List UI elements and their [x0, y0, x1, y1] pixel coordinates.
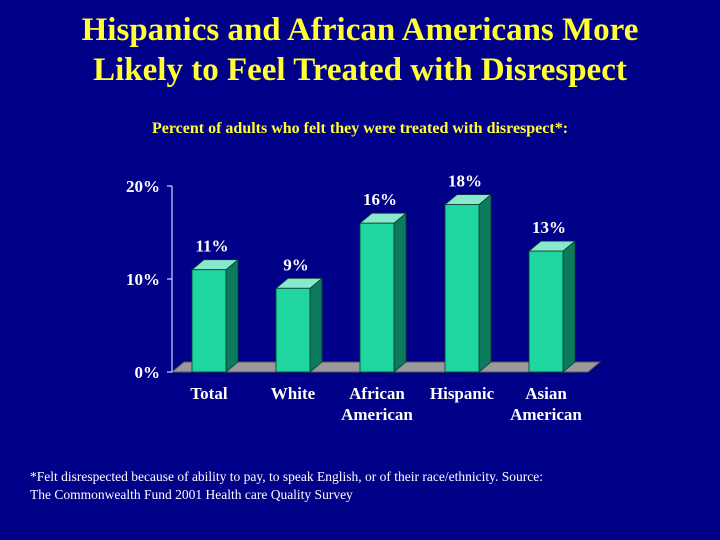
bar	[528, 250, 564, 373]
bar	[444, 204, 480, 373]
bar-side	[309, 277, 323, 373]
bar-side	[478, 193, 492, 373]
bar-side	[393, 212, 407, 373]
x-tick-label: Asian	[525, 384, 567, 403]
bar-side	[225, 258, 239, 373]
chart-title: Hispanics and African Americans More Lik…	[0, 10, 720, 90]
bar	[359, 222, 395, 373]
x-tick-label: White	[271, 384, 316, 403]
footnote-line-2: The Commonwealth Fund 2001 Health care Q…	[30, 487, 353, 502]
footnote: *Felt disrespected because of ability to…	[30, 468, 700, 504]
title-line-2: Likely to Feel Treated with Disrespect	[93, 52, 627, 88]
y-tick-label: 20%	[126, 177, 160, 196]
y-tick-label: 0%	[135, 363, 161, 382]
y-tick-label: 10%	[126, 270, 160, 289]
footnote-line-1: *Felt disrespected because of ability to…	[30, 469, 543, 484]
bar-value-label: 18%	[448, 172, 482, 191]
bar-value-label: 11%	[195, 237, 228, 256]
bar-value-label: 13%	[532, 218, 566, 237]
x-tick-label: American	[510, 405, 582, 424]
bar	[191, 269, 227, 373]
x-tick-label: Total	[190, 384, 227, 403]
x-tick-label: Hispanic	[430, 384, 495, 403]
title-line-1: Hispanics and African Americans More	[81, 12, 639, 48]
bar-side	[562, 240, 576, 373]
chart-subtitle: Percent of adults who felt they were tre…	[151, 120, 569, 137]
bar	[275, 287, 311, 373]
x-tick-label: American	[341, 405, 413, 424]
bar-value-label: 16%	[363, 190, 397, 209]
x-tick-label: African	[349, 384, 405, 403]
bar-value-label: 9%	[283, 255, 309, 274]
